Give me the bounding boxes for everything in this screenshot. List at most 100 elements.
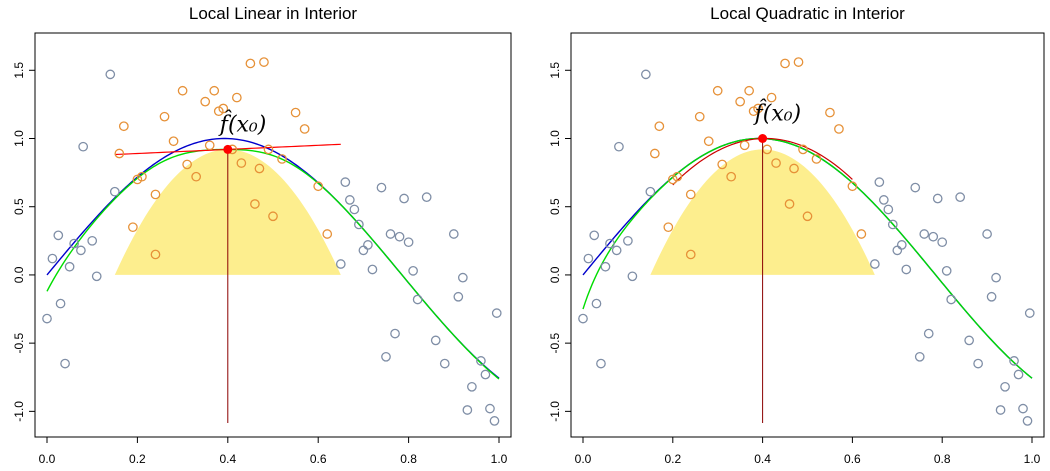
data-point xyxy=(641,69,651,80)
data-point xyxy=(1018,403,1028,414)
data-point xyxy=(245,58,256,69)
data-point xyxy=(1013,369,1024,380)
data-point xyxy=(578,313,588,324)
data-point xyxy=(654,121,665,132)
data-point xyxy=(480,369,491,380)
fhat-annotation: f̂(x₀) xyxy=(753,100,802,127)
data-point xyxy=(335,259,346,269)
data-point xyxy=(485,403,495,414)
x-tick-label: 0.2 xyxy=(664,452,681,466)
data-point xyxy=(672,171,683,182)
data-point xyxy=(869,259,880,269)
data-point xyxy=(290,107,301,118)
data-point xyxy=(150,249,161,260)
data-point xyxy=(349,204,360,215)
x-tick-label: 0.2 xyxy=(129,452,146,466)
y-tick-label: -1.0 xyxy=(12,401,26,422)
estimate-line xyxy=(46,148,500,380)
data-point xyxy=(825,107,835,118)
data-point xyxy=(614,141,624,152)
data-point xyxy=(408,265,418,276)
y-tick-label: 0.5 xyxy=(548,198,562,215)
data-point xyxy=(941,265,952,276)
data-point xyxy=(991,272,1001,283)
y-tick-label: -1.0 xyxy=(548,401,562,422)
data-point xyxy=(892,245,903,256)
data-point xyxy=(1022,416,1033,426)
data-point xyxy=(694,111,705,122)
data-point xyxy=(47,253,58,264)
y-tick-label: 1.0 xyxy=(12,130,26,147)
data-point xyxy=(986,291,997,302)
data-point xyxy=(712,85,723,96)
data-point xyxy=(753,103,763,114)
chart-title: Local Quadratic in Interior xyxy=(710,4,905,23)
data-point xyxy=(60,358,70,369)
data-point xyxy=(118,121,129,132)
data-point xyxy=(605,238,615,249)
chart-panel-1: Local Linear in Interior f̂(x₀) 0.0 0.2 0.4 0… xyxy=(12,4,512,466)
data-point xyxy=(376,182,387,193)
data-point xyxy=(177,85,188,96)
data-point xyxy=(363,240,373,250)
data-point xyxy=(354,219,364,230)
data-point xyxy=(739,140,750,151)
data-point xyxy=(421,192,432,203)
data-point xyxy=(784,199,795,209)
data-point xyxy=(390,328,400,339)
data-point xyxy=(798,144,808,155)
data-point xyxy=(236,158,247,168)
data-point xyxy=(191,171,202,182)
data-point xyxy=(932,193,943,204)
data-point xyxy=(923,328,934,339)
x-tick-label: 1.0 xyxy=(491,452,508,466)
data-point xyxy=(476,356,486,366)
data-point xyxy=(685,249,696,260)
data-point xyxy=(137,171,147,182)
data-point xyxy=(403,237,414,248)
data-point xyxy=(789,163,799,174)
data-point xyxy=(489,416,500,426)
data-point xyxy=(128,222,138,233)
data-point xyxy=(735,96,746,107)
data-point xyxy=(802,211,813,222)
data-point xyxy=(430,335,441,346)
data-point xyxy=(910,182,921,193)
x-tick-label: 1.0 xyxy=(1024,452,1041,466)
data-point xyxy=(182,159,192,170)
y-tick-label: 0.5 xyxy=(12,198,26,215)
data-point xyxy=(448,229,459,239)
y-tick-label: 1.5 xyxy=(548,62,562,79)
data-point xyxy=(259,57,269,67)
data-point xyxy=(467,381,477,392)
data-point xyxy=(78,141,89,152)
data-point xyxy=(600,261,611,272)
x-tick-label: 0.6 xyxy=(310,452,327,466)
data-point xyxy=(439,358,450,369)
data-point xyxy=(1024,308,1035,318)
data-point xyxy=(627,271,638,282)
plot-area xyxy=(578,57,1035,426)
data-point xyxy=(491,308,502,318)
data-point xyxy=(168,136,179,147)
data-point xyxy=(412,294,423,305)
data-point xyxy=(340,177,351,188)
x-tick-label: 0.0 xyxy=(39,452,56,466)
data-point xyxy=(874,177,885,188)
data-point xyxy=(623,235,633,246)
data-point xyxy=(399,193,409,204)
x-tick-label: 0.8 xyxy=(400,452,417,466)
data-point xyxy=(744,85,754,96)
data-point xyxy=(394,231,405,242)
data-point xyxy=(901,264,912,275)
data-point xyxy=(878,195,889,205)
data-point xyxy=(250,199,260,209)
data-point xyxy=(928,231,939,242)
data-point xyxy=(76,245,86,256)
data-point xyxy=(645,186,656,197)
data-point xyxy=(277,154,287,164)
data-point xyxy=(381,351,391,362)
data-point xyxy=(663,222,674,233)
